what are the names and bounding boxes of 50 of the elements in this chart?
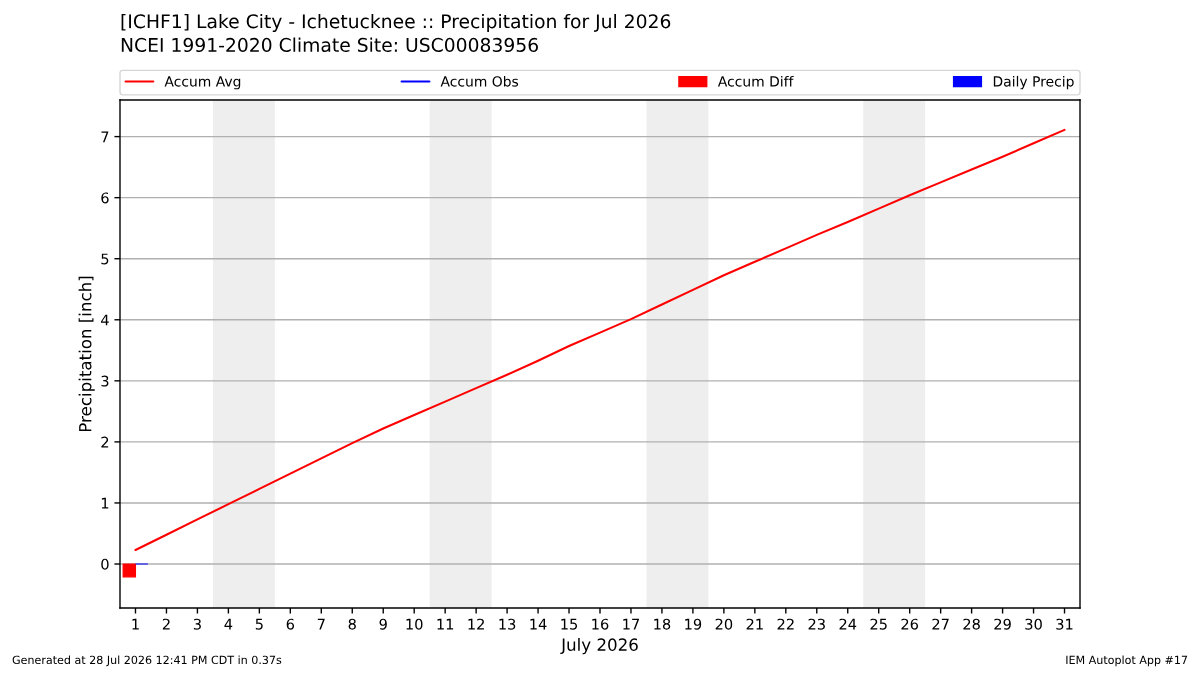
y-tick-label: 2	[101, 436, 109, 448]
x-tick-label: 11	[437, 618, 454, 630]
text: IEM Autoplot App #17	[1066, 655, 1188, 667]
x-tick-label: 18	[654, 618, 671, 630]
x-tick-label: 2	[162, 618, 170, 630]
y-tick-label: 1	[101, 497, 109, 509]
legend-label: Daily Precip	[993, 75, 1074, 90]
x-tick-label: 3	[193, 618, 201, 630]
y-tick-label: 3	[101, 375, 109, 387]
x-tick-label: 15	[561, 618, 578, 630]
x-tick-label: 7	[317, 618, 325, 630]
x-tick-label: 21	[746, 618, 763, 630]
text: Generated at 28 Jul 2026 12:41 PM CDT in 0.37s	[12, 655, 282, 667]
x-tick-label: 14	[530, 618, 547, 630]
x-tick-label: 27	[932, 618, 949, 630]
x-tick-label: 17	[623, 618, 639, 630]
x-tick-label: 22	[777, 618, 794, 630]
x-tick-label: 26	[901, 618, 919, 630]
x-tick-label: 12	[468, 618, 484, 630]
x-tick-label: 10	[406, 618, 423, 630]
x-tick-label: 25	[870, 618, 887, 630]
x-tick-label: 4	[224, 618, 233, 630]
x-tick-label: 20	[715, 618, 733, 630]
x-tick-label: 8	[348, 618, 356, 630]
x-tick-label: 29	[994, 618, 1011, 630]
y-tick-label: 4	[101, 314, 109, 326]
x-tick-label: 6	[286, 618, 295, 630]
x-tick-label: 1	[132, 618, 139, 630]
legend-label: Accum Diff	[717, 75, 794, 87]
x-tick-label: 31	[1056, 618, 1073, 630]
legend-label: Accum Avg	[164, 76, 241, 90]
x-tick-label: 28	[963, 618, 980, 630]
x-tick-label: 24	[839, 618, 857, 630]
x-tick-label: 23	[808, 618, 825, 630]
x-tick-label: 16	[592, 618, 609, 630]
legend-label: Accum Obs	[440, 75, 519, 87]
chart-subtitle: NCEI 1991-2020 Climate Site: USC00083956	[121, 37, 538, 53]
x-tick-label: 5	[255, 618, 263, 630]
x-tick-label: 13	[499, 618, 516, 630]
x-tick-label: 9	[379, 618, 387, 630]
y-axis-title: Precipitation [inch]	[78, 276, 95, 432]
y-tick-label: 6	[101, 192, 109, 204]
y-tick-label: 0	[101, 558, 109, 570]
x-axis-title: July 2026	[560, 638, 638, 655]
x-tick-label: 30	[1025, 618, 1042, 630]
chart-title: [ICHF1] Lake City - Ichetucknee :: Precipitation for Jul 2026	[121, 13, 671, 33]
y-tick-label: 7	[101, 131, 109, 143]
x-tick-label: 19	[685, 618, 702, 630]
line-series	[134, 128, 1066, 552]
y-tick-label: 5	[101, 253, 109, 265]
